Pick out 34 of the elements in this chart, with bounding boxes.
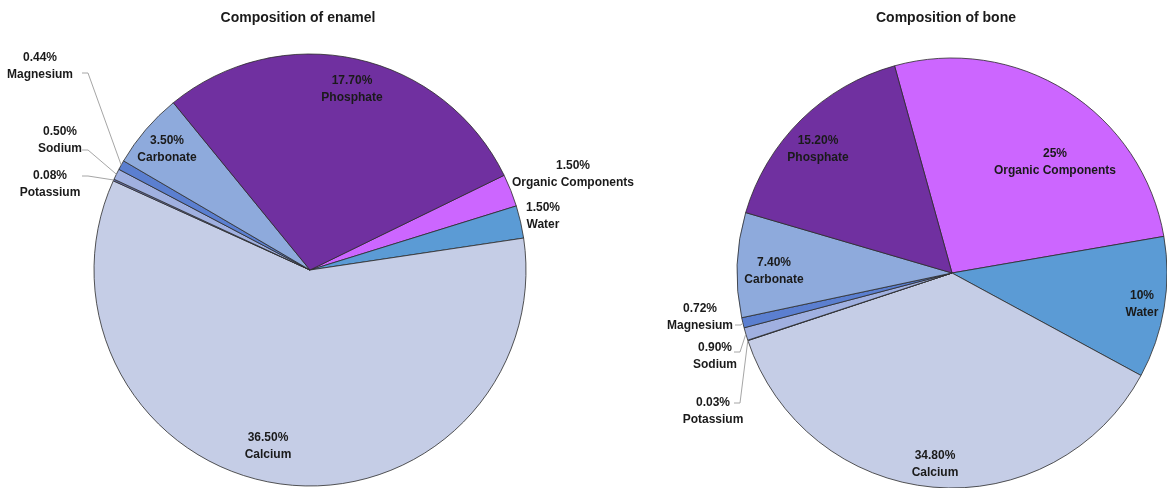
- data-label: 34.80%: [914, 448, 956, 462]
- slice-label: Potassium: [682, 412, 744, 426]
- data-label: 10%: [1129, 288, 1155, 302]
- data-label: 1.50%: [555, 158, 591, 172]
- slice-label: Magnesium: [6, 67, 74, 81]
- chart-title: Composition of enamel: [219, 8, 377, 26]
- slice-label: Carbonate: [137, 150, 197, 164]
- slice-label: Calcium: [244, 447, 292, 461]
- data-label: 0.90%: [697, 340, 733, 354]
- slice-label: Sodium: [38, 141, 82, 155]
- data-label: 36.50%: [247, 430, 289, 444]
- slice-label: Magnesium: [666, 318, 734, 332]
- slice-label: Water: [526, 217, 560, 231]
- data-label: 0.50%: [42, 124, 78, 138]
- data-label: 3.50%: [149, 133, 185, 147]
- data-label: 1.50%: [525, 200, 561, 214]
- slice-label: Sodium: [693, 357, 737, 371]
- slice-label: Potassium: [19, 185, 81, 199]
- data-label: 25%: [1042, 146, 1068, 160]
- data-label: 0.08%: [32, 168, 68, 182]
- slice-label: Calcium: [911, 465, 959, 479]
- slice-label: Organic Components: [511, 175, 635, 189]
- data-label: 15.20%: [797, 133, 839, 147]
- slice-label: Water: [1125, 305, 1159, 319]
- data-label: 0.44%: [22, 50, 58, 64]
- slice-label: Phosphate: [787, 150, 849, 164]
- slice-label: Phosphate: [321, 90, 383, 104]
- chart-title: Composition of bone: [875, 8, 1017, 26]
- data-label: 7.40%: [756, 255, 792, 269]
- slice-label: Carbonate: [744, 272, 804, 286]
- data-label: 17.70%: [331, 73, 373, 87]
- slice-label: Organic Components: [993, 163, 1117, 177]
- data-label: 0.03%: [695, 395, 731, 409]
- data-label: 0.72%: [682, 301, 718, 315]
